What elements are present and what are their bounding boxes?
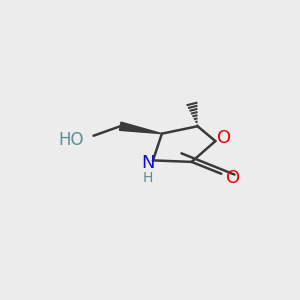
Text: H: H (143, 171, 153, 185)
Polygon shape (119, 122, 162, 134)
Text: HO: HO (58, 131, 84, 149)
Text: O: O (226, 169, 240, 187)
Text: O: O (217, 129, 231, 147)
Text: N: N (141, 154, 155, 172)
